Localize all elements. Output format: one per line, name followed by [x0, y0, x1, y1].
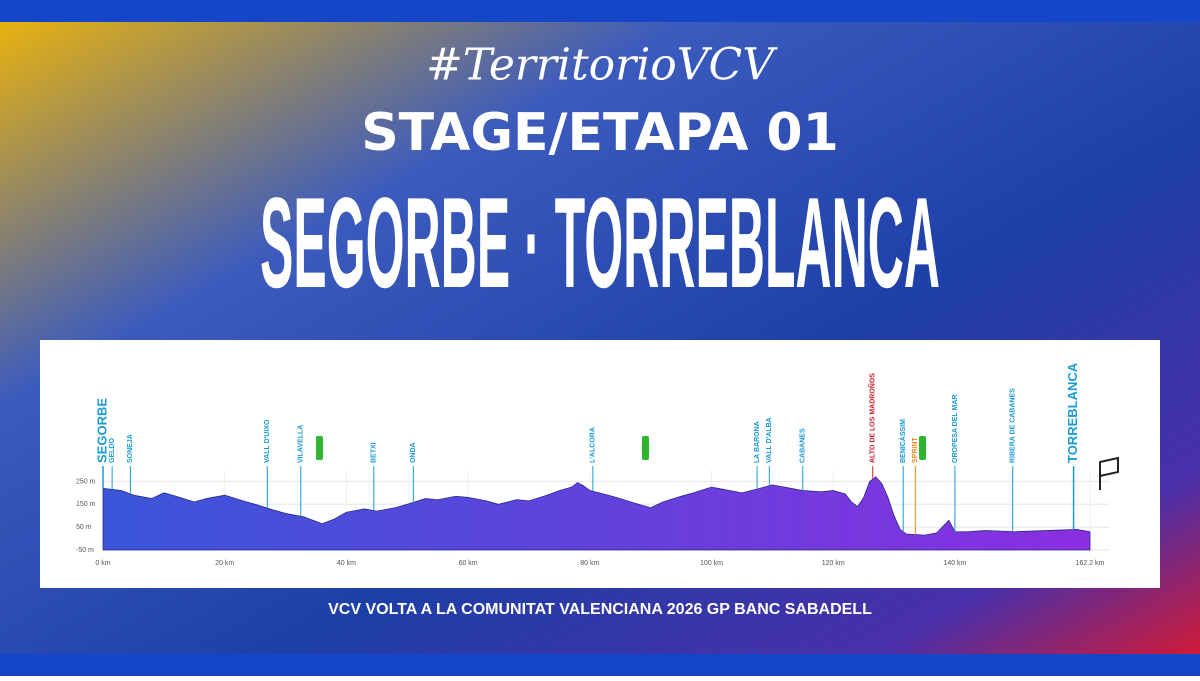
annotation-label: SEGORBE	[94, 398, 109, 463]
y-tick-label: 250 m	[76, 478, 96, 485]
annotation-label: TORREBLANCA	[1065, 362, 1080, 463]
profile-chart: -50 m 50 m 150 m 250 m 0 km 20 km 40 km 60 km 80…	[76, 362, 1110, 567]
x-tick-label: 60 km	[459, 560, 478, 567]
y-tick-label: -50 m	[76, 547, 94, 554]
stage-title: STAGE/ETAPA 01	[361, 103, 839, 163]
x-tick-label: 20 km	[215, 560, 234, 567]
y-tick-label: 50 m	[76, 524, 92, 531]
x-tick-label: 162.2 km	[1076, 560, 1105, 567]
sprint-icon	[316, 436, 323, 460]
x-tick-label: 80 km	[580, 560, 599, 567]
route-title: SEGORBE · TORREBLANCA	[260, 171, 940, 315]
finish-flag	[1099, 456, 1119, 490]
x-tick-label: 120 km	[822, 560, 845, 567]
annotation-label: ONDA	[410, 442, 417, 463]
annotation-label: RIBERA DE CABANES	[1010, 388, 1017, 463]
annotation-label: L'ALCORA	[590, 427, 597, 463]
annotation-label: OROPESA DEL MAR	[952, 395, 959, 463]
annotation-label: LA BARONA	[754, 421, 761, 463]
annotation-label: SPRINT	[912, 437, 919, 463]
y-tick-label: 150 m	[76, 501, 96, 508]
annotation-label: SONEJA	[127, 434, 134, 463]
profile-panel	[40, 340, 1160, 588]
x-tick-label: 40 km	[337, 560, 356, 567]
bottom-band	[0, 654, 1200, 676]
annotation-label: CABANES	[800, 428, 807, 463]
annotation-label: BENICÀSSIM	[898, 419, 907, 463]
annotation-label: GELDO	[109, 438, 116, 463]
top-band	[0, 0, 1200, 22]
hashtag: #TerritorioVCV	[426, 40, 778, 91]
x-tick-label: 0 km	[95, 560, 110, 567]
sprint-icon	[919, 436, 926, 460]
annotation-label: BETXI	[371, 442, 378, 463]
x-tick-label: 100 km	[700, 560, 723, 567]
annotation-label: VALL D'UIXO	[264, 419, 271, 463]
sprint-icon	[642, 436, 649, 460]
annotation-label: ALTO DE LOS MADROÑOS	[868, 373, 877, 463]
elevation-area	[102, 476, 1091, 551]
footer: VCV VOLTA A LA COMUNITAT VALENCIANA 2026…	[328, 601, 872, 618]
annotation-label: VILAVELLA	[298, 425, 305, 463]
x-tick-label: 140 km	[943, 560, 966, 567]
annotation-label: VALL D'ALBA	[766, 417, 773, 463]
